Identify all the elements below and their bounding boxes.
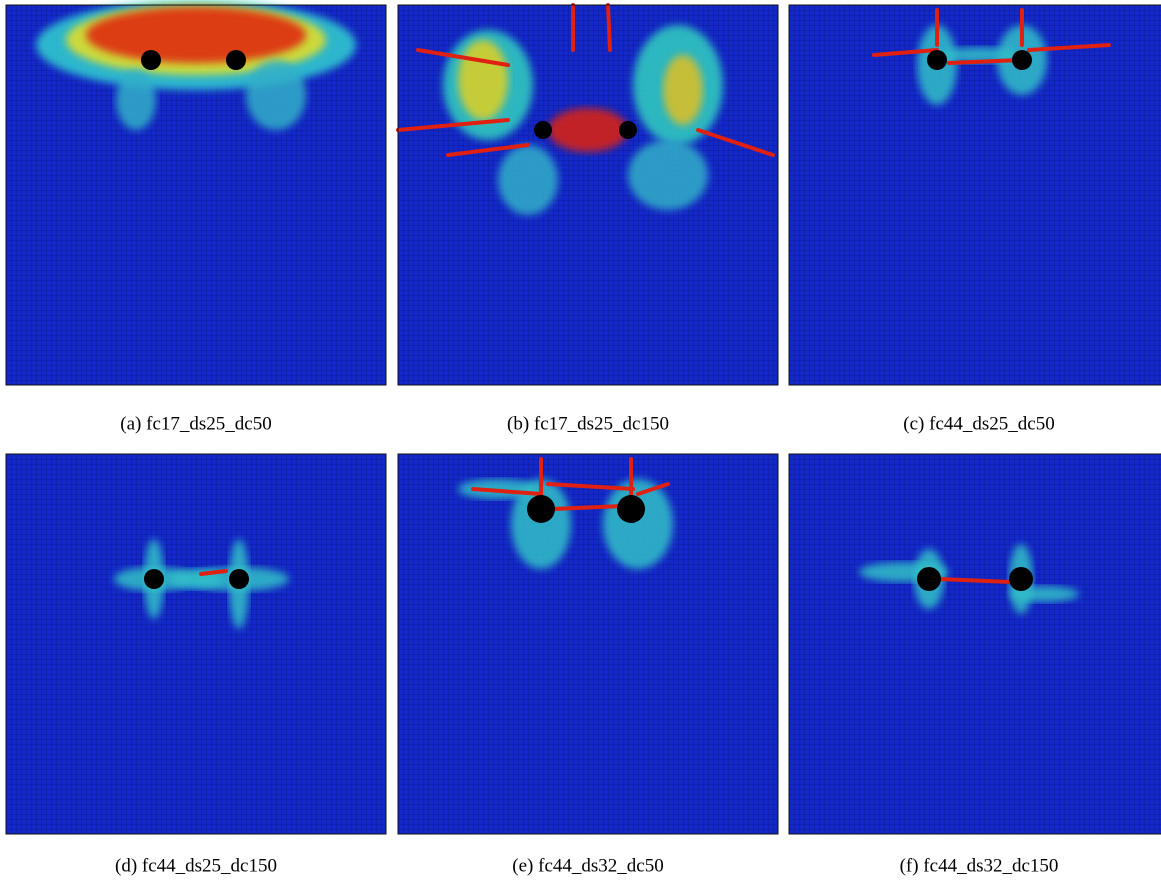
crack [608, 5, 610, 50]
panel-image [6, 0, 386, 385]
mesh-background [789, 454, 1161, 834]
panel-image [398, 454, 778, 834]
damage-region [116, 70, 156, 130]
mesh-background [398, 454, 778, 834]
hole [617, 495, 645, 523]
hole [527, 495, 555, 523]
hole [619, 121, 637, 139]
panel-image [789, 5, 1161, 385]
panel-image [6, 454, 386, 834]
caption: (f) fc44_ds32_dc150 [900, 855, 1059, 876]
hole [229, 569, 249, 589]
hole [144, 569, 164, 589]
damage-region [498, 145, 558, 215]
damage-region [458, 40, 508, 120]
damage-region [86, 7, 306, 63]
page: (a) fc17_ds25_dc50 (b) fc17_ds25_dc150 (c)… [0, 0, 1161, 883]
damage-region [628, 140, 708, 210]
mesh-background [6, 454, 386, 834]
hole [226, 50, 246, 70]
hole [141, 50, 161, 70]
hole [1012, 50, 1032, 70]
damage-region [548, 108, 628, 152]
caption: (d) fc44_ds25_dc150 [115, 855, 277, 876]
hole [917, 567, 941, 591]
panel-image [398, 5, 778, 385]
hole [1009, 567, 1033, 591]
damage-region [246, 60, 306, 130]
panel-image [789, 454, 1161, 834]
caption: (c) fc44_ds25_dc50 [903, 413, 1054, 434]
damage-region [663, 55, 703, 125]
caption: (b) fc17_ds25_dc150 [507, 413, 669, 434]
hole [927, 50, 947, 70]
caption: (a) fc17_ds25_dc50 [120, 413, 271, 434]
caption: (e) fc44_ds32_dc50 [512, 855, 663, 876]
figure: (a) fc17_ds25_dc50 (b) fc17_ds25_dc150 (c)… [0, 0, 1161, 883]
hole [534, 121, 552, 139]
